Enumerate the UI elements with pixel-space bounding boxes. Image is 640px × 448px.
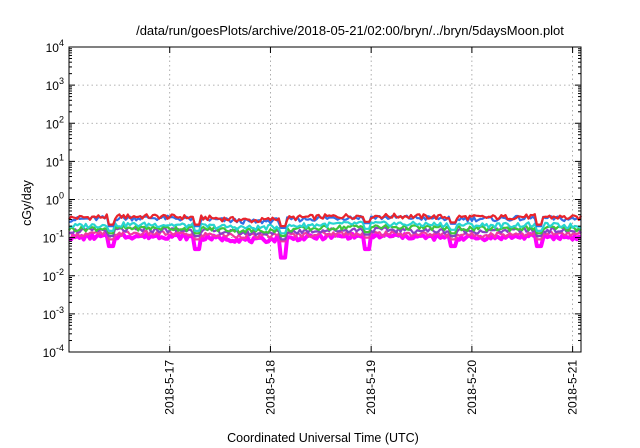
- y-tick-label: 10-3: [43, 305, 64, 322]
- x-tick-label: 2018-5-21: [566, 360, 580, 415]
- series-line: [68, 220, 582, 235]
- y-tick-label: 10-2: [43, 267, 64, 284]
- series-line: [68, 223, 582, 238]
- x-tick-label: 2018-5-17: [163, 360, 177, 415]
- y-axis-label: cGy/day: [20, 179, 34, 226]
- x-axis-label: Coordinated Universal Time (UTC): [227, 431, 419, 445]
- x-tick-label: 2018-5-20: [465, 360, 479, 415]
- y-tick-label: 10-1: [43, 229, 64, 246]
- chart-title: /data/run/goesPlots/archive/2018-05-21/0…: [136, 23, 564, 38]
- y-tick-label: 102: [46, 114, 64, 131]
- y-tick-label: 104: [46, 38, 64, 55]
- y-tick-label: 10-4: [43, 343, 64, 360]
- y-tick-label: 100: [46, 191, 64, 208]
- grid-lines: [69, 47, 581, 352]
- series-line: [69, 231, 582, 260]
- series-line: [68, 229, 582, 243]
- x-tick-label: 2018-5-19: [364, 360, 378, 415]
- series-line: [68, 212, 582, 228]
- axis-ticks: 10-4 10-3 10-2 10-1 100 101 102 103 104 2018-5-17…: [43, 38, 581, 415]
- y-tick-label: 101: [46, 152, 64, 169]
- x-tick-label: 2018-5-18: [263, 360, 277, 415]
- series-group: [68, 212, 582, 260]
- y-tick-label: 103: [46, 76, 64, 93]
